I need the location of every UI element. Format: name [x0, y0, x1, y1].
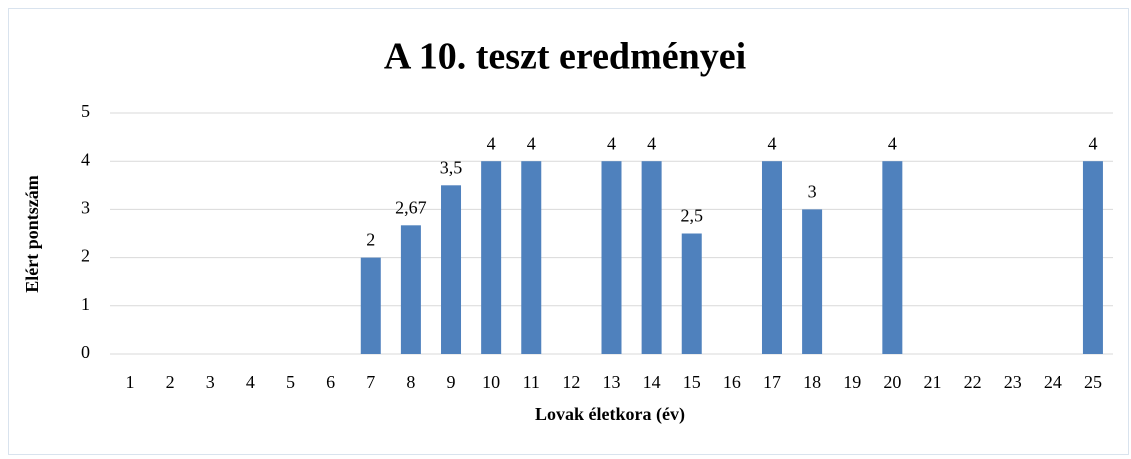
x-tick-label: 13 — [603, 372, 621, 392]
y-tick-label: 2 — [81, 246, 90, 266]
x-tick-label: 23 — [1004, 372, 1022, 392]
x-tick-label: 19 — [843, 372, 861, 392]
bar — [1082, 161, 1103, 354]
bar — [400, 225, 421, 354]
x-tick-label: 9 — [447, 372, 456, 392]
y-axis-label: Elért pontszám — [22, 175, 42, 292]
data-label: 2,67 — [395, 197, 427, 217]
bar — [761, 161, 782, 354]
chart-border — [8, 8, 1129, 455]
x-tick-label: 5 — [286, 372, 295, 392]
bar — [802, 209, 823, 354]
x-tick-label: 15 — [683, 372, 701, 392]
bar — [601, 161, 622, 354]
data-label: 3 — [808, 182, 817, 202]
bar — [481, 161, 502, 354]
x-tick-label: 17 — [763, 372, 781, 392]
x-tick-label: 6 — [326, 372, 335, 392]
data-label: 4 — [527, 133, 536, 153]
x-tick-label: 22 — [964, 372, 982, 392]
data-label: 4 — [647, 133, 656, 153]
bar — [360, 257, 381, 354]
bar — [882, 161, 903, 354]
y-tick-label: 4 — [81, 149, 90, 169]
x-tick-label: 4 — [246, 372, 255, 392]
y-tick-label: 0 — [81, 342, 90, 362]
x-tick-label: 2 — [166, 372, 175, 392]
x-tick-label: 3 — [206, 372, 215, 392]
x-tick-label: 7 — [366, 372, 375, 392]
x-tick-label: 1 — [126, 372, 135, 392]
data-label: 4 — [487, 133, 496, 153]
data-label: 3,5 — [440, 157, 463, 177]
bar — [521, 161, 542, 354]
data-label: 2,5 — [680, 206, 703, 226]
x-tick-label: 14 — [643, 372, 661, 392]
bar — [641, 161, 662, 354]
x-tick-label: 12 — [562, 372, 580, 392]
x-tick-label: 24 — [1044, 372, 1062, 392]
data-label: 4 — [1088, 133, 1097, 153]
bar — [681, 233, 702, 354]
x-tick-label: 16 — [723, 372, 741, 392]
y-tick-label: 3 — [81, 198, 90, 218]
x-tick-label: 25 — [1084, 372, 1102, 392]
x-tick-label: 10 — [482, 372, 500, 392]
bar — [441, 185, 462, 354]
x-tick-label: 11 — [523, 372, 540, 392]
data-label: 4 — [607, 133, 616, 153]
data-label: 4 — [767, 133, 776, 153]
x-axis-label: Lovak életkora (év) — [535, 404, 685, 425]
x-tick-label: 20 — [883, 372, 901, 392]
y-tick-label: 1 — [81, 294, 90, 314]
chart-title: A 10. teszt eredményei — [384, 36, 746, 78]
x-tick-label: 8 — [406, 372, 415, 392]
x-tick-label: 18 — [803, 372, 821, 392]
data-label: 4 — [888, 133, 897, 153]
data-label: 2 — [366, 230, 375, 250]
x-tick-label: 21 — [923, 372, 941, 392]
y-tick-label: 5 — [81, 101, 90, 121]
